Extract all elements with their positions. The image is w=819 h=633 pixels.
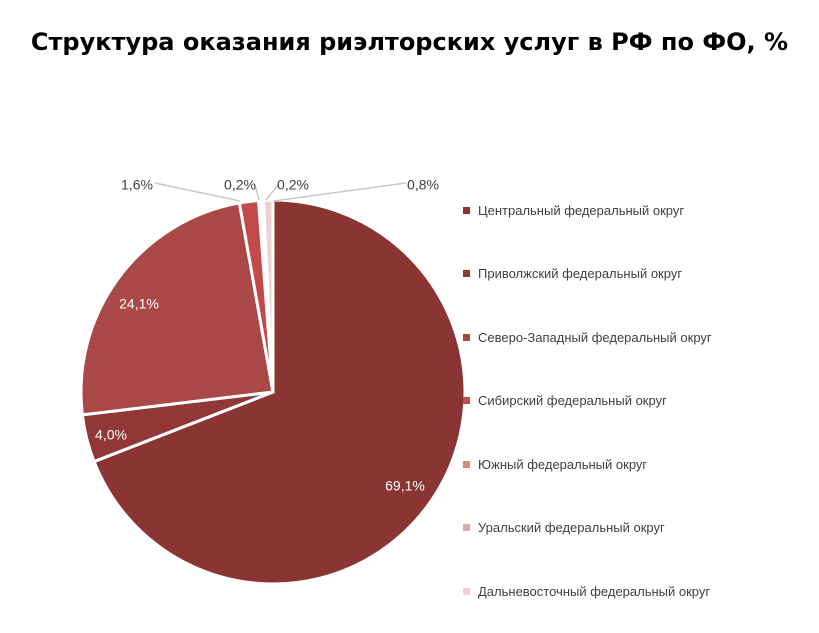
pie-slice bbox=[92, 198, 467, 586]
data-label: 0,2% bbox=[277, 177, 309, 193]
legend-swatch bbox=[463, 270, 470, 277]
legend-label: Центральный федеральный округ bbox=[478, 202, 685, 218]
legend-swatch bbox=[463, 333, 470, 341]
legend-label: Уральский федеральный округ bbox=[478, 520, 665, 535]
data-label: 0,8% bbox=[407, 177, 439, 193]
data-label: 4,0% bbox=[95, 427, 127, 443]
legend-item: Сибирский федеральный округ bbox=[463, 391, 667, 411]
legend-swatch bbox=[463, 524, 470, 531]
legend-item: Северо-Западный федеральный округ bbox=[463, 327, 712, 347]
legend-swatch bbox=[463, 587, 470, 595]
pie-slice bbox=[79, 201, 275, 417]
legend-item: Центральный федеральный округ bbox=[463, 200, 684, 220]
leader-line bbox=[272, 182, 407, 202]
legend-item: Приволжский федеральный округ bbox=[463, 264, 682, 284]
data-label: 69,1% bbox=[385, 478, 425, 494]
legend-label: Сибирский федеральный округ bbox=[478, 393, 667, 408]
data-label: 24,1% bbox=[119, 296, 159, 312]
data-label: 1,6% bbox=[121, 177, 153, 193]
chart-title: Структура оказания риэлторских услуг в Р… bbox=[30, 28, 789, 56]
leader-line bbox=[254, 184, 260, 201]
pie-slices bbox=[79, 198, 467, 586]
legend-swatch bbox=[463, 460, 470, 468]
legend-item: Дальневосточный федеральный округ bbox=[463, 581, 710, 601]
legend-label: Дальневосточный федеральный округ bbox=[478, 583, 711, 599]
data-label: 0,2% bbox=[224, 177, 256, 193]
legend-label: Южный федеральный округ bbox=[478, 456, 648, 472]
data-labels: 69,1% 4,0% 24,1% 1,6% 0,2% 0,2% 0,8% bbox=[95, 177, 439, 494]
legend-swatch bbox=[463, 206, 470, 214]
leader-lines bbox=[154, 182, 407, 202]
legend-label: Северо-Западный федеральный округ bbox=[478, 329, 712, 345]
legend-item: Уральский федеральный округ bbox=[463, 518, 665, 538]
legend-label: Приволжский федеральный округ bbox=[478, 266, 683, 281]
legend-item: Южный федеральный округ bbox=[463, 454, 647, 474]
leader-line bbox=[154, 182, 241, 202]
legend-swatch bbox=[463, 397, 470, 404]
leader-line bbox=[265, 184, 279, 201]
pie-slice bbox=[261, 198, 275, 393]
